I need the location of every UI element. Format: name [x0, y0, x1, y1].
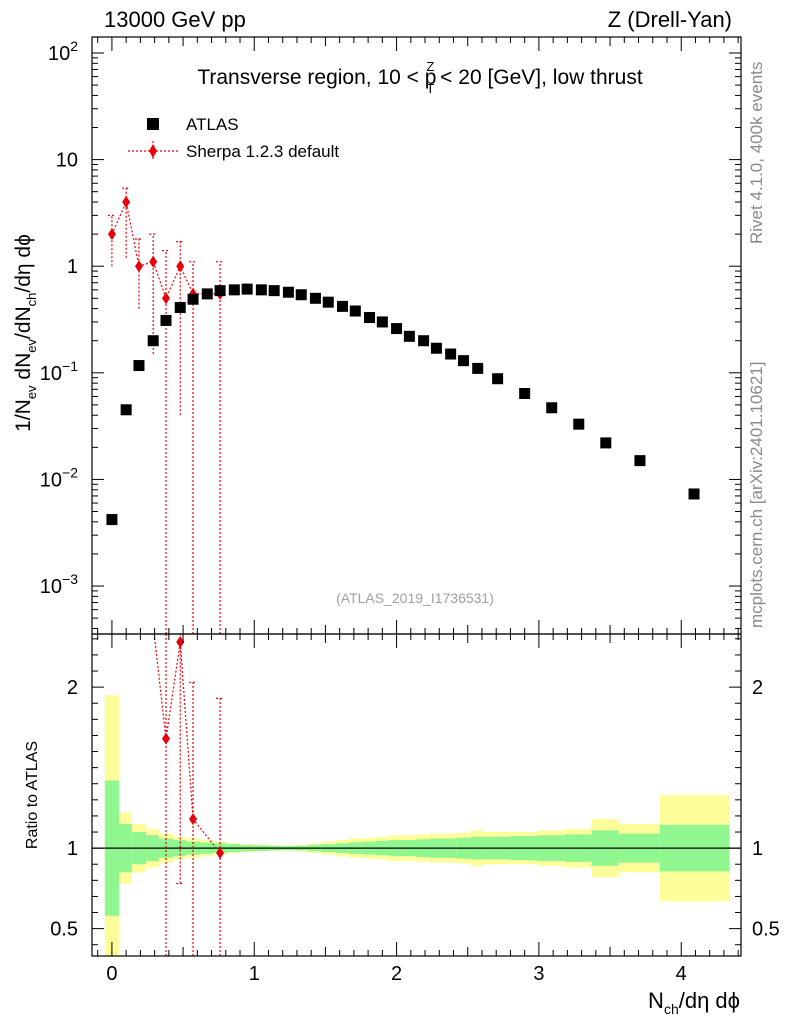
x-axis-label: Nch/dη dϕ — [648, 988, 740, 1017]
sherpa-point — [149, 255, 158, 268]
atlas-point — [430, 342, 442, 354]
legend-sherpa-marker — [149, 144, 157, 158]
atlas-point — [295, 289, 307, 301]
main-panel: 10−3 10−2 10−1 1 10 102 Transverse region, 10… — [40, 36, 742, 635]
ratio-y-tick-label-left: 1 — [67, 838, 78, 860]
main-y-tick-label: 1 — [67, 256, 78, 278]
atlas-point — [228, 284, 240, 296]
atlas-point — [282, 286, 294, 298]
atlas-point — [519, 387, 531, 399]
ratio-sherpa-point — [176, 636, 185, 649]
ratio-sherpa-line — [153, 633, 221, 854]
ratio-sherpa-point — [216, 846, 225, 859]
main-y-axis-label: 1/Nev dNev/dNch/dη dϕ — [12, 234, 39, 432]
main-y-tick-label: 10−2 — [40, 464, 78, 491]
sherpa-point — [122, 196, 131, 209]
rivet-label: Rivet 4.1.0, 400k events — [747, 62, 766, 244]
atlas-point — [573, 418, 585, 430]
atlas-point — [418, 335, 430, 347]
main-y-tick-label: 102 — [48, 38, 78, 65]
ratio-sherpa-point — [189, 813, 198, 826]
atlas-point — [309, 292, 321, 304]
legend-atlas-marker — [147, 118, 159, 130]
atlas-point — [160, 314, 172, 326]
ratio-y-tick-label-right: 1 — [752, 838, 763, 860]
atlas-point — [214, 285, 226, 297]
ratio-y-tick-label-right: 0.5 — [752, 919, 780, 941]
sherpa-point — [162, 292, 171, 305]
atlas-point — [600, 437, 612, 449]
ratio-frame — [91, 633, 742, 957]
x-tick-label: 2 — [391, 963, 402, 985]
analysis-id: (ATLAS_2019_I1736531) — [336, 590, 494, 606]
main-y-tick-label: 10−1 — [40, 358, 78, 385]
atlas-point — [349, 305, 361, 317]
atlas-point — [241, 283, 253, 295]
atlas-point — [201, 288, 213, 300]
atlas-point — [147, 335, 159, 347]
ratio-y-axis-label: Ratio to ATLAS — [24, 741, 41, 849]
atlas-point — [445, 348, 457, 360]
atlas-point — [268, 285, 280, 297]
atlas-point — [364, 312, 376, 324]
legend-atlas-label: ATLAS — [186, 115, 239, 134]
x-tick-labels: 0 1 2 3 4 — [106, 963, 686, 985]
atlas-point — [255, 284, 267, 296]
ratio-y-tick-label-left: 2 — [67, 677, 78, 699]
atlas-point — [120, 404, 132, 416]
main-y-tick-labels: 10−3 10−2 10−1 1 10 102 — [40, 38, 78, 598]
atlas-point — [472, 362, 484, 374]
ratio-y-tick-label-left: 0.5 — [50, 919, 78, 941]
atlas-point — [174, 301, 186, 313]
atlas-series — [106, 283, 700, 526]
ratio-sherpa-point — [162, 732, 171, 745]
chart-title: Transverse region, 10 < pZ T < 20 [GeV], … — [197, 59, 643, 96]
atlas-point — [688, 488, 700, 500]
atlas-point — [187, 293, 199, 305]
legend-sherpa-label: Sherpa 1.2.3 default — [186, 142, 339, 161]
x-tick-label: 3 — [533, 963, 544, 985]
atlas-point — [106, 514, 118, 526]
atlas-point — [492, 373, 504, 385]
legend: ATLAS Sherpa 1.2.3 default — [128, 115, 339, 161]
atlas-point — [403, 330, 415, 342]
header-left: 13000 GeV pp — [104, 7, 246, 32]
atlas-point — [391, 323, 403, 335]
x-tick-label: 1 — [249, 963, 260, 985]
atlas-point — [336, 300, 348, 312]
main-y-tick-label: 10 — [56, 150, 78, 172]
mcplots-label: mcplots.cern.ch [arXiv:2401.10621] — [747, 362, 766, 628]
x-tick-label: 0 — [106, 963, 117, 985]
sherpa-point — [176, 260, 185, 273]
ratio-y-tick-label-right: 2 — [752, 677, 763, 699]
atlas-point — [634, 455, 646, 467]
sherpa-point — [134, 260, 143, 273]
main-y-tick-label: 10−3 — [40, 571, 78, 598]
atlas-point — [457, 355, 469, 367]
header-right: Z (Drell-Yan) — [608, 7, 732, 32]
atlas-point — [133, 360, 145, 372]
ratio-sherpa-series — [153, 633, 225, 956]
x-tick-label: 4 — [676, 963, 687, 985]
ratio-axis-ticks — [92, 634, 741, 956]
main-axis-ticks — [92, 37, 741, 634]
ratio-panel: 0.5 0.5 1 1 2 2 — [50, 633, 780, 957]
ratio-y-tick-labels: 0.5 0.5 1 1 2 2 — [50, 677, 780, 941]
atlas-point — [546, 402, 558, 414]
atlas-point — [322, 296, 334, 308]
atlas-point — [376, 316, 388, 328]
sherpa-point — [107, 228, 116, 241]
